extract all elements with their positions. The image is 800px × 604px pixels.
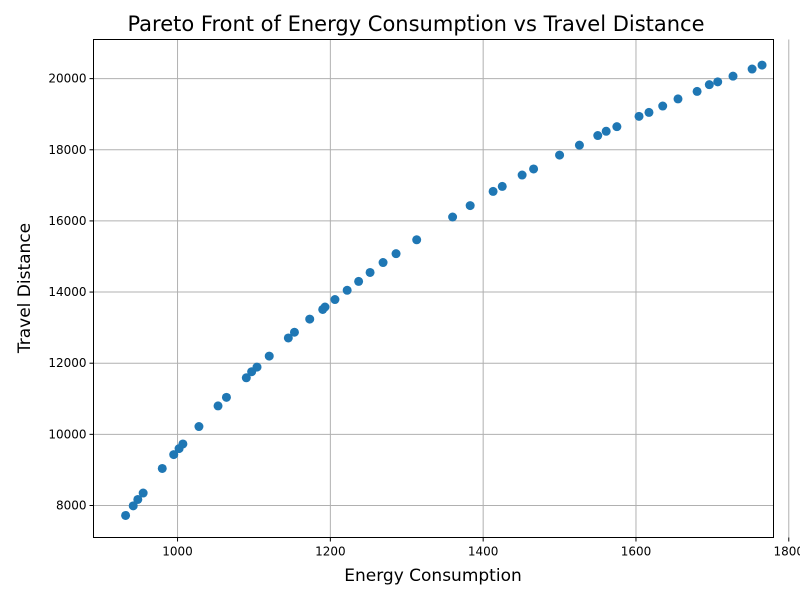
data-point	[713, 77, 723, 87]
data-point	[612, 122, 622, 132]
data-point	[634, 111, 644, 121]
data-point	[138, 488, 148, 498]
y-tick-label: 16000	[48, 214, 86, 228]
data-point	[747, 64, 757, 74]
data-point	[354, 276, 364, 286]
y-tick-label: 18000	[48, 143, 86, 157]
x-axis-title: Energy Consumption	[344, 566, 522, 586]
data-point	[692, 86, 702, 96]
y-axis-title: Travel Distance	[15, 223, 35, 354]
data-point	[330, 295, 340, 305]
points-layer	[121, 60, 767, 520]
data-point	[517, 170, 527, 180]
data-point	[704, 80, 714, 90]
x-tick-label: 1000	[162, 545, 193, 559]
data-point	[673, 94, 683, 104]
data-point	[555, 150, 565, 160]
data-point	[169, 450, 179, 460]
data-point	[728, 71, 738, 81]
data-point	[133, 494, 143, 504]
data-point	[497, 181, 507, 191]
data-point	[644, 107, 654, 117]
data-point	[121, 510, 131, 520]
data-point	[488, 186, 498, 196]
data-point	[264, 351, 274, 361]
data-point	[241, 373, 251, 383]
data-point	[178, 439, 188, 449]
data-point	[128, 501, 138, 511]
y-tick-label: 8000	[56, 498, 87, 512]
chart-title: Pareto Front of Energy Consumption vs Tr…	[127, 12, 704, 36]
data-point	[320, 302, 330, 312]
data-point	[157, 463, 167, 473]
y-tick-label: 12000	[48, 356, 86, 370]
x-tick-label: 1200	[315, 545, 346, 559]
data-point	[448, 212, 458, 222]
data-point	[465, 201, 475, 211]
grid-layer	[93, 39, 790, 538]
data-point	[658, 101, 668, 111]
x-axis-ticks: 1000 1200 1400 1600 1800	[162, 537, 800, 559]
y-axis-ticks: 8000 10000 12000 14000 16000 18000 20000	[48, 72, 94, 512]
data-point	[391, 249, 401, 259]
data-point	[529, 164, 539, 174]
plot-frame	[93, 39, 774, 538]
data-point	[305, 314, 315, 324]
data-point	[378, 258, 388, 268]
data-point	[412, 235, 422, 245]
x-tick-label: 1600	[621, 545, 652, 559]
y-tick-label: 20000	[48, 72, 86, 86]
data-point	[289, 327, 299, 337]
data-point	[252, 362, 262, 372]
y-tick-label: 14000	[48, 285, 86, 299]
data-point	[221, 392, 231, 402]
data-point	[574, 140, 584, 150]
data-point	[593, 131, 603, 141]
data-point	[757, 60, 767, 70]
data-point	[365, 267, 375, 277]
x-tick-label: 1400	[468, 545, 499, 559]
data-point	[194, 422, 204, 432]
data-point	[213, 401, 223, 411]
data-point	[283, 333, 293, 343]
y-tick-label: 10000	[48, 427, 86, 441]
x-tick-label: 1800	[774, 545, 800, 559]
data-point	[342, 285, 352, 295]
data-point	[601, 126, 611, 136]
